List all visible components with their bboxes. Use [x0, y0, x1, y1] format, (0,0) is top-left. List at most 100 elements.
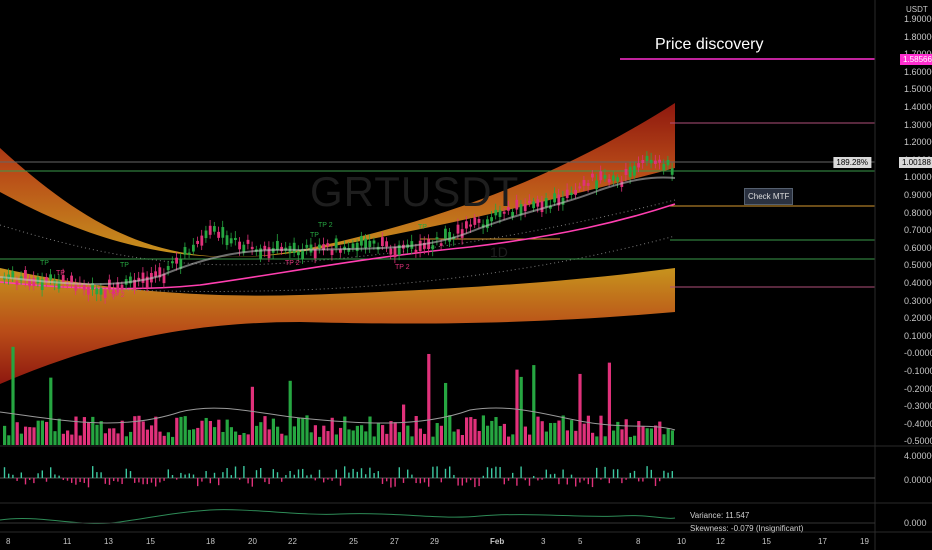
upper-dotted-line — [0, 199, 676, 266]
oscillator-bar — [331, 478, 333, 481]
oscillator-bar — [272, 469, 274, 478]
candle-body — [645, 155, 649, 162]
candle-body — [187, 252, 191, 255]
volume-bar — [208, 420, 212, 445]
price-ribbon — [0, 176, 676, 286]
volume-bar — [221, 431, 225, 445]
volume-bar — [612, 430, 616, 445]
oscillator-bar — [150, 478, 153, 483]
candle-body — [439, 243, 443, 246]
volume-bar — [658, 421, 662, 445]
volume-bar — [108, 428, 112, 445]
oscillator-bar — [24, 478, 27, 485]
candle-body — [670, 168, 674, 175]
oscillator-bar — [66, 478, 69, 481]
candle-body — [129, 276, 132, 284]
candle-body — [61, 275, 65, 282]
oscillator-bar — [407, 469, 409, 478]
oscillator-bar — [591, 478, 594, 488]
candle-body — [477, 218, 481, 223]
candle-body — [309, 244, 313, 253]
volume-bar — [456, 429, 460, 445]
volume-bar — [154, 416, 158, 445]
oscillator-bar — [377, 471, 379, 478]
volume-bar — [607, 362, 611, 445]
volume-bar — [61, 433, 65, 445]
oscillator-bar — [125, 468, 127, 478]
candle-body — [229, 238, 233, 244]
volume-bar — [309, 432, 313, 445]
volume-bar — [645, 428, 649, 445]
volume-bar — [120, 420, 124, 445]
oscillator-bar — [608, 478, 610, 484]
candle-body — [45, 277, 48, 283]
volume-bar — [318, 436, 322, 445]
oscillator-bar — [650, 469, 652, 478]
price-axis-tick: 0.10000 — [904, 330, 932, 341]
volume-bar — [515, 369, 519, 445]
volume-bar — [192, 429, 196, 445]
volume-bar — [444, 382, 448, 445]
candle-body — [183, 247, 187, 255]
date-axis-tick: 10 — [677, 537, 686, 546]
candle-body — [70, 275, 73, 284]
candle-body — [276, 240, 279, 251]
oscillator-bar — [171, 475, 174, 478]
candle-body — [11, 271, 15, 279]
oscillator-bar — [495, 466, 497, 478]
oscillator-bar — [213, 472, 216, 478]
price-discovery-annotation[interactable]: Price discovery — [655, 36, 764, 53]
oscillator-bar — [327, 478, 329, 480]
volume-bar — [196, 427, 200, 445]
candle-body — [582, 180, 586, 186]
oscillator-bar — [3, 467, 6, 478]
oscillator-bar — [234, 466, 237, 478]
volume-bar — [624, 419, 628, 445]
oscillator-bar — [83, 478, 85, 483]
volume-bar — [297, 417, 301, 445]
candle-body — [490, 217, 493, 222]
price-discovery-tag: 1.58566 — [900, 54, 932, 65]
candle-body — [242, 244, 246, 253]
volume-bar — [397, 432, 401, 445]
oscillator-bar — [138, 478, 140, 483]
signal-label: TP — [120, 262, 129, 269]
oscillator-bar — [545, 469, 547, 478]
volume-bar — [200, 420, 204, 445]
volume-bar — [389, 421, 393, 445]
candle-body — [414, 249, 418, 253]
candle-body — [133, 279, 136, 290]
volume-bar — [204, 417, 208, 445]
candle-body — [557, 194, 561, 206]
oscillator-bar — [575, 478, 577, 487]
date-axis-tick: 20 — [248, 537, 257, 546]
candle-body — [494, 209, 498, 216]
candle-body — [360, 236, 363, 246]
oscillator-bar — [54, 474, 56, 478]
candle-body — [523, 204, 527, 212]
candle-body — [460, 229, 464, 238]
volume-bar — [649, 428, 653, 445]
candle-body — [120, 284, 124, 290]
volume-bar — [402, 404, 406, 445]
candle-body — [82, 284, 86, 291]
oscillator-bar — [302, 468, 304, 478]
candle-body — [7, 274, 10, 280]
candle-body — [57, 280, 61, 289]
oscillator-bar — [512, 472, 514, 478]
candle-body — [641, 159, 645, 164]
volume-bar — [477, 430, 481, 445]
volume-bar — [66, 430, 70, 445]
volume-average — [0, 407, 676, 431]
volume-bar — [557, 420, 561, 445]
check-mtf-annotation[interactable]: Check MTF — [744, 188, 794, 205]
candle-body — [372, 240, 376, 244]
signal-label: TP — [310, 232, 319, 239]
candle-body — [141, 272, 145, 283]
variance-stat: Variance: 11.547 — [690, 511, 750, 520]
volume-bar — [591, 432, 595, 445]
oscillator-bar — [41, 470, 43, 478]
